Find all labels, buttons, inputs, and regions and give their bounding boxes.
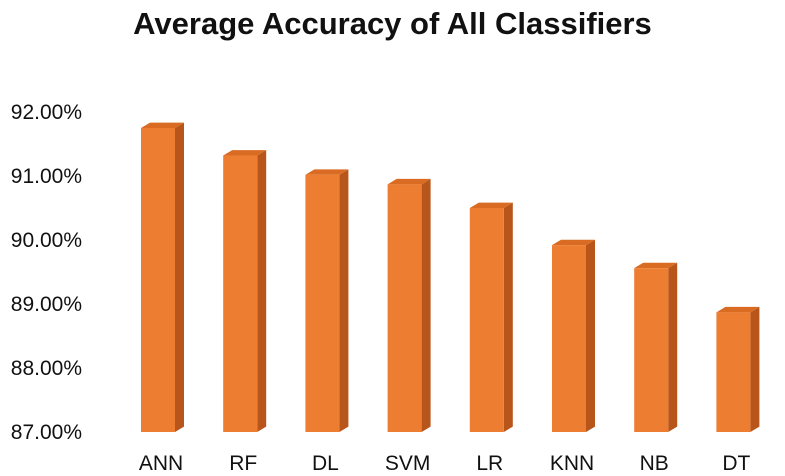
bar-front-face [223, 155, 258, 432]
bar [716, 306, 760, 432]
bar-front-face [716, 312, 751, 432]
y-axis-tick-labels: 87.00% 88.00% 89.00% 90.00% 91.00% 92.00% [11, 101, 82, 444]
y-tick-label: 92.00% [11, 101, 82, 124]
bar-front-face [634, 268, 669, 432]
bar-side-face [750, 306, 760, 432]
x-tick-label: SVM [385, 452, 431, 475]
bar-top-face [305, 169, 349, 175]
bar-top-face [141, 122, 184, 128]
x-tick-label: RF [229, 452, 257, 475]
bar [634, 262, 678, 432]
bar [141, 122, 184, 432]
bar-side-face [668, 262, 678, 432]
bar-front-face [141, 128, 175, 432]
x-tick-label: KNN [550, 452, 594, 475]
y-tick-label: 90.00% [11, 229, 82, 252]
x-tick-label: LR [476, 452, 503, 475]
bar-series [141, 122, 760, 432]
chart-title: Average Accuracy of All Classifiers [133, 6, 652, 41]
bar [552, 239, 595, 432]
bar-side-face [339, 169, 349, 432]
bar-front-face [469, 208, 504, 432]
bar-side-face [257, 150, 267, 432]
bar [223, 150, 267, 432]
y-tick-label: 89.00% [11, 293, 82, 316]
x-tick-label: ANN [139, 452, 183, 475]
x-tick-label: DL [312, 452, 339, 475]
bar [387, 178, 431, 432]
bar-front-face [387, 184, 422, 432]
x-tick-label: DT [722, 452, 750, 475]
bar-top-face [634, 262, 678, 269]
bar-side-face [503, 202, 513, 432]
bar [469, 202, 513, 432]
y-tick-label: 88.00% [11, 357, 82, 380]
bar-top-face [387, 178, 431, 185]
bar-front-face [552, 245, 586, 432]
y-tick-label: 91.00% [11, 165, 82, 188]
x-tick-label: NB [640, 452, 669, 475]
bar-side-face [586, 239, 595, 432]
bar-top-face [223, 150, 267, 156]
bar-side-face [175, 122, 184, 432]
bar-top-face [469, 202, 513, 208]
bar-front-face [305, 174, 340, 432]
x-axis-tick-labels: ANN RF DL SVM LR KNN NB DT [139, 452, 751, 475]
bar-side-face [421, 178, 431, 432]
bar-top-face [552, 239, 595, 246]
y-tick-label: 87.00% [11, 421, 82, 444]
bar [305, 169, 349, 432]
bar-top-face [716, 306, 760, 313]
